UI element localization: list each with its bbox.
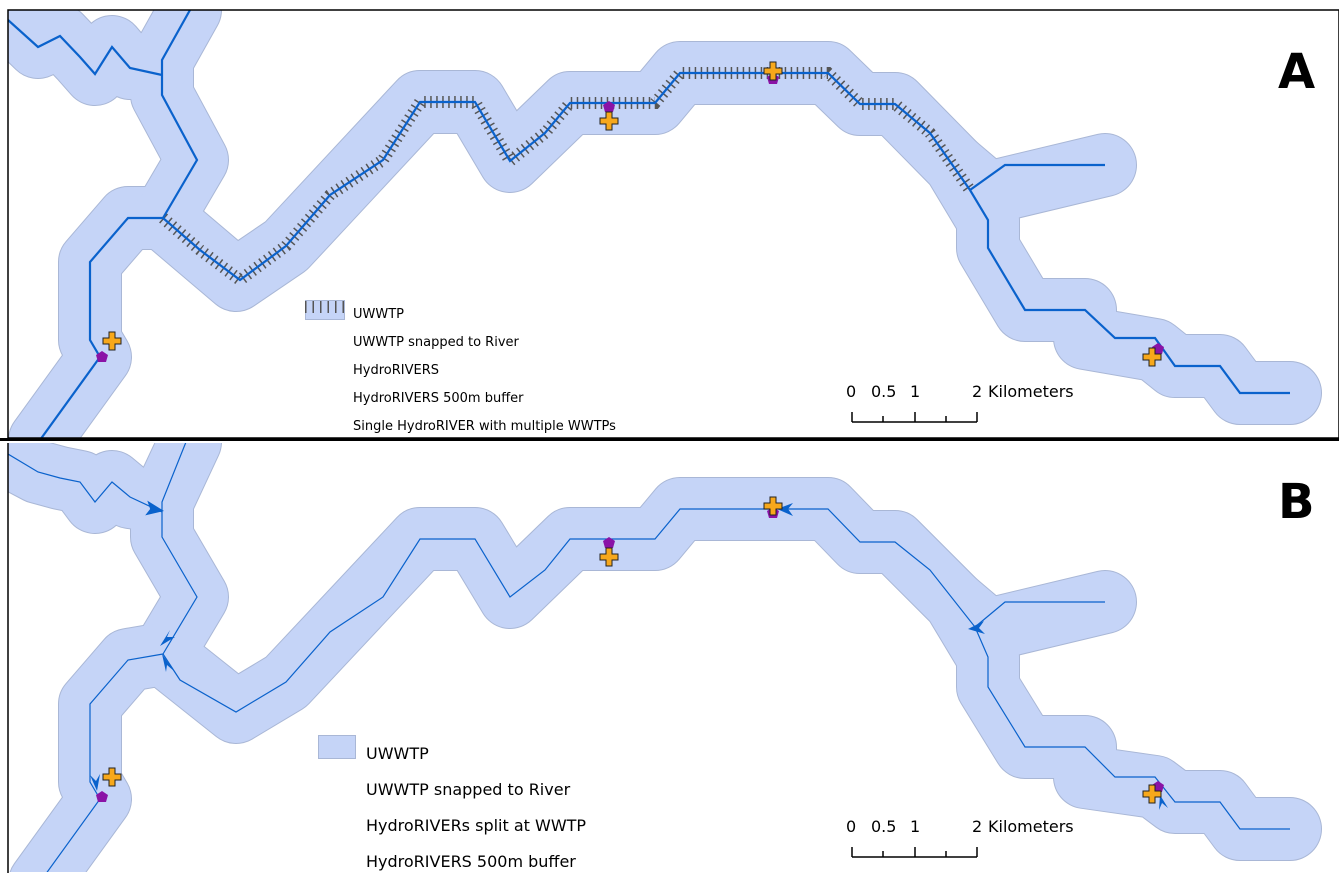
- scale-unit-label: Kilometers: [988, 817, 1074, 836]
- uwwtp-points-a: [102, 61, 1162, 367]
- legend-label: UWWTP snapped to River: [353, 334, 519, 350]
- legend-label: HydroRIVERS 500m buffer: [353, 390, 524, 406]
- scale-tick-label: 0.5: [871, 382, 897, 401]
- scale-tick-label: 1: [910, 817, 921, 836]
- legend-row-uwwtp: UWWTP: [318, 735, 586, 771]
- legend-label: Single HydroRIVER with multiple WWTPs: [353, 418, 616, 434]
- scale-labels-b: 0 0.5 1 2 Kilometers: [846, 817, 1074, 837]
- scale-tick-label: 2: [972, 382, 983, 401]
- map-frame-a: [7, 9, 1339, 438]
- scale-ruler-b: [851, 847, 978, 858]
- river-buffer-a: [8, 10, 1322, 438]
- legend-a: UWWTP UWWTP snapped to River HydroRIVERS…: [305, 300, 616, 440]
- scale-tick-label: 0: [846, 817, 857, 836]
- legend-row-snapped: UWWTP snapped to River: [318, 736, 586, 807]
- scale-tick-label: 1: [910, 382, 921, 401]
- scale-tick-label: 2: [972, 817, 983, 836]
- scale-bar-b: 0 0.5 1 2 Kilometers: [846, 817, 1074, 858]
- scale-bar-a: 0 0.5 1 2 Kilometers: [846, 382, 1074, 423]
- legend-row-buffer: HydroRIVERS 500m buffer: [318, 735, 586, 879]
- legend-label: UWWTP snapped to River: [366, 779, 571, 799]
- legend-label: UWWTP: [366, 743, 429, 763]
- map-canvas-a: [7, 9, 1339, 438]
- panel-letter-a: A: [1278, 44, 1316, 100]
- hydrorivers-lines-a: [8, 10, 1290, 438]
- legend-row-buffer: HydroRIVERS 500m buffer: [305, 300, 616, 412]
- hydrorivers-lines-b: [8, 443, 1290, 872]
- scale-tick-label: 0.5: [871, 817, 897, 836]
- legend-row-arrow: HydroRIVERs split at WWTP: [318, 735, 587, 843]
- legend-label: UWWTP: [353, 306, 405, 322]
- panel-letter-b: B: [1278, 474, 1315, 530]
- legend-row-hatch: Single HydroRIVER with multiple WWTPs: [305, 301, 616, 440]
- scale-tick-label: 0: [846, 382, 857, 401]
- scale-unit-label: Kilometers: [988, 382, 1074, 401]
- panel-divider: [0, 438, 1339, 441]
- uwwtp-points-b: [102, 496, 1162, 804]
- legend-b: UWWTP UWWTP snapped to River HydroRIVERs…: [318, 735, 586, 879]
- map-panel-a: A UWWTP UWWTP snapped to River HydroRIVE…: [0, 0, 1339, 438]
- map-panel-b: B UWWTP UWWTP snapped to River HydroRIVE…: [0, 443, 1339, 873]
- legend-label: HydroRIVERS: [353, 362, 439, 378]
- legend-label: HydroRIVERS 500m buffer: [366, 851, 576, 871]
- legend-label: HydroRIVERs split at WWTP: [366, 815, 587, 835]
- legend-row-snapped: UWWTP snapped to River: [305, 301, 616, 356]
- scale-labels-a: 0 0.5 1 2 Kilometers: [846, 382, 1074, 402]
- legend-row-uwwtp: UWWTP: [305, 300, 616, 328]
- split-arrows-b: [90, 500, 1168, 810]
- river-buffer-b: [8, 443, 1322, 872]
- map-canvas-b: [7, 443, 1322, 873]
- scale-ruler-a: [851, 412, 978, 423]
- legend-row-rivers: HydroRIVERS: [305, 302, 616, 384]
